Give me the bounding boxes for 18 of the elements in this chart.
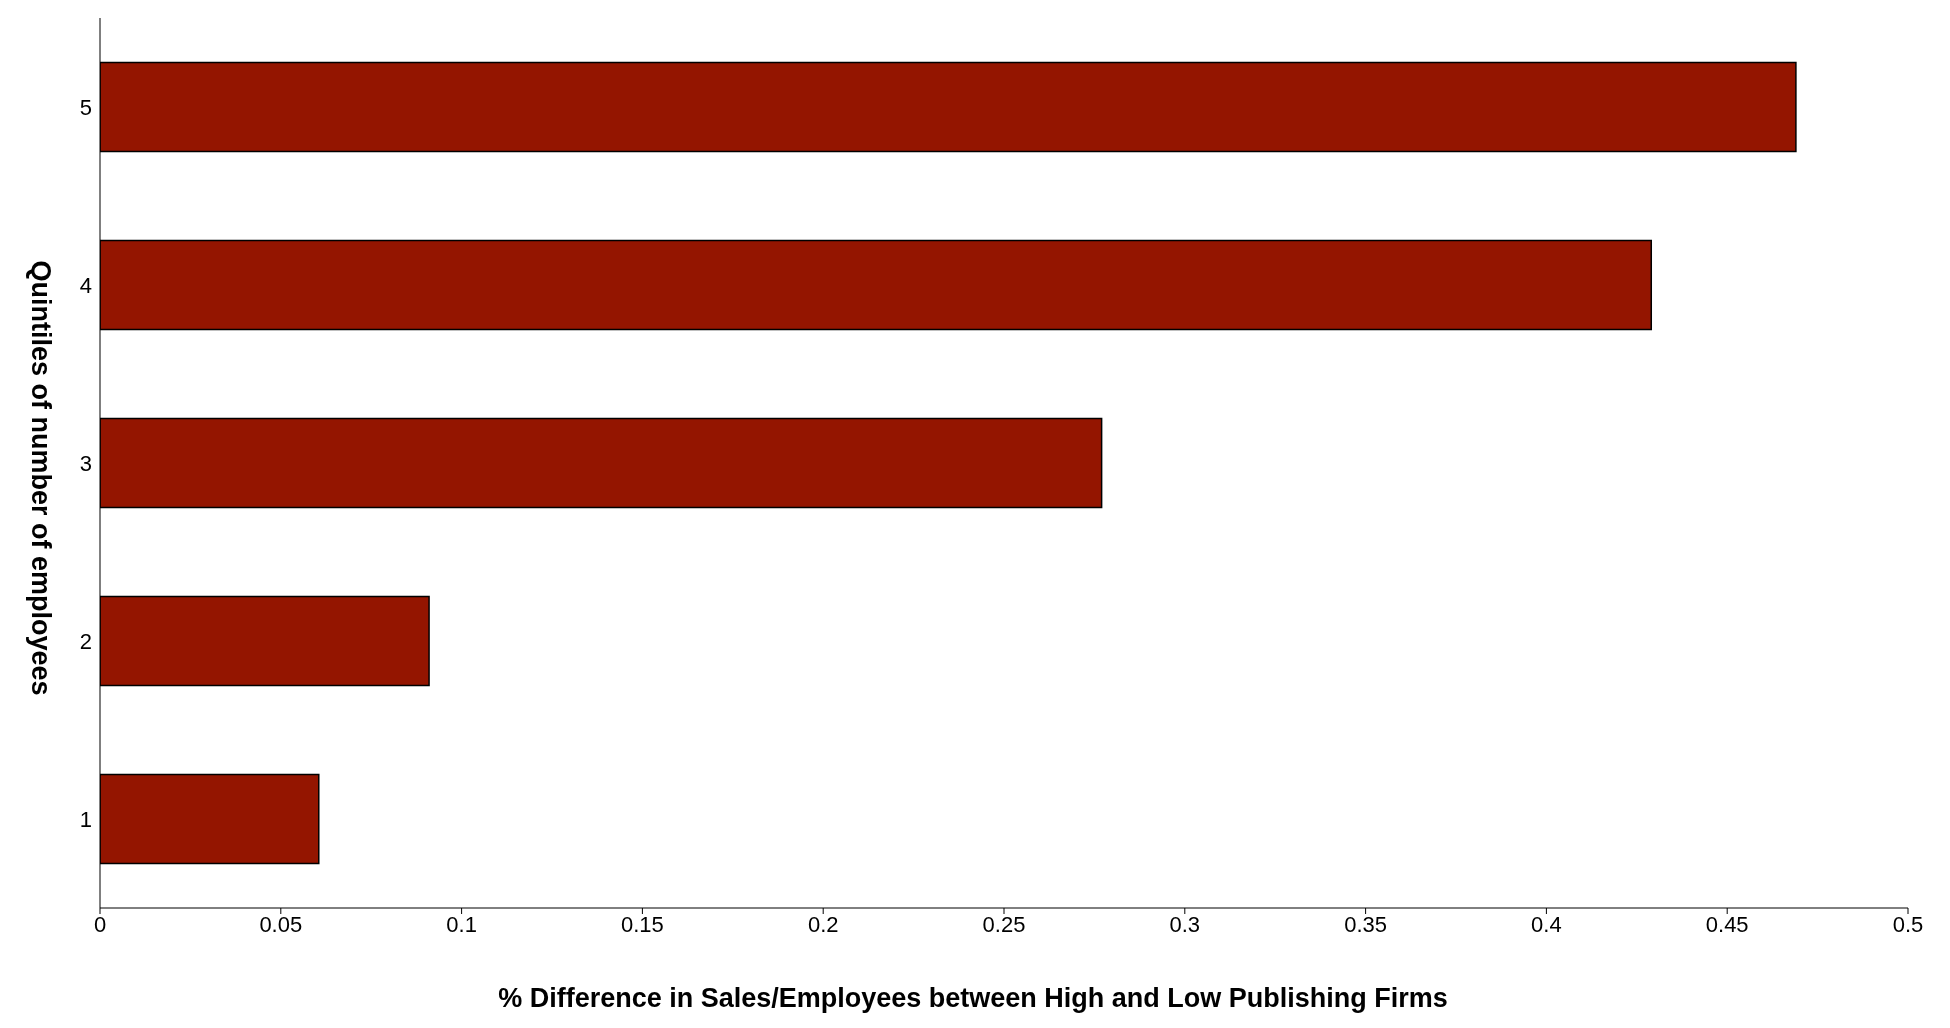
y-axis-title: Quintiles of number of employees [24,260,56,696]
x-tick-label: 0.15 [620,911,664,937]
x-tick-label: 0 [93,911,107,937]
y-tick-label: 2 [79,628,92,654]
y-tick-label: 5 [79,94,92,120]
x-axis-title: % Difference in Sales/Employees between High and Low Publishing Firms [497,983,1449,1014]
x-tick-label: 0.35 [1344,911,1388,937]
x-tick-label: 0.25 [982,911,1026,937]
y-tick-label: 3 [79,450,92,476]
x-tick-label: 0.5 [1892,911,1924,937]
x-tick-label: 0.45 [1705,911,1749,937]
y-tick-label: 1 [79,806,92,832]
y-tick-label: 4 [79,272,92,298]
x-tick-label: 0.2 [807,911,839,937]
x-tick-label: 0.1 [446,911,477,937]
x-tick-label: 0.3 [1169,911,1201,937]
x-tick-label: 0.05 [259,911,303,937]
x-tick-label: 0.4 [1531,911,1562,937]
